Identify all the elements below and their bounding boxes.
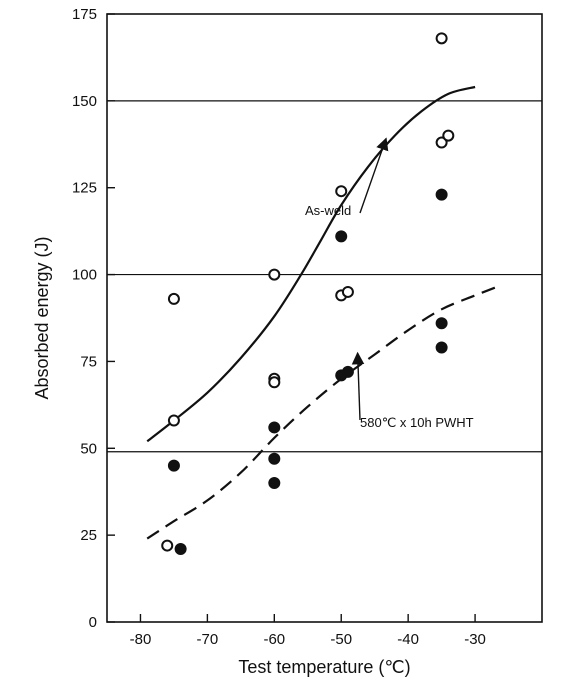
as-weld-data-point (167, 292, 180, 305)
y-tick-label: 100 (72, 267, 97, 284)
as-weld-data-point (268, 268, 281, 281)
pwht-data-point (335, 230, 348, 243)
pwht-data-point (341, 365, 354, 378)
pwht-data-point (268, 452, 281, 465)
pwht-annotation-arrow (351, 351, 365, 421)
as-weld-data-point (442, 129, 455, 142)
as-weld-data-point (435, 32, 448, 45)
as-weld-annotation: As-weld (305, 203, 351, 218)
y-tick-label: 25 (80, 527, 97, 544)
pwht-data-point (268, 477, 281, 490)
as-weld-data-point (161, 539, 174, 552)
y-tick-label: 150 (72, 93, 97, 110)
x-tick-label: -80 (130, 631, 152, 648)
y-tick-label: 75 (80, 353, 97, 370)
pwht-data-point (435, 317, 448, 330)
pwht-annotation: 580℃ x 10h PWHT (360, 415, 474, 430)
as-weld-data-point (435, 136, 448, 149)
y-tick-label: 50 (80, 440, 97, 457)
pwht-data-point (174, 543, 187, 556)
as-weld-data-point (335, 185, 348, 198)
pwht-data-point (268, 421, 281, 434)
y-axis-title: Absorbed energy (J) (32, 236, 52, 399)
as-weld-data-point (268, 376, 281, 389)
x-tick-label: -30 (464, 631, 486, 648)
y-tick-label: 125 (72, 180, 97, 197)
as-weld-data-point (167, 414, 180, 427)
x-tick-label: -60 (263, 631, 285, 648)
x-axis-title: Test temperature (℃) (238, 657, 410, 677)
plot-frame (106, 13, 543, 623)
as-weld-annotation-arrow (359, 137, 389, 214)
x-tick-label: -70 (197, 631, 219, 648)
y-tick-label: 0 (89, 614, 97, 631)
y-tick-label: 175 (72, 6, 97, 23)
pwht-data-point (167, 459, 180, 472)
pwht-data-point (435, 341, 448, 354)
as-weld-data-point (341, 285, 354, 298)
x-tick-label: -50 (330, 631, 352, 648)
x-tick-label: -40 (397, 631, 419, 648)
pwht-data-point (435, 188, 448, 201)
pwht-curve (146, 283, 503, 540)
as-weld-curve (146, 85, 476, 443)
